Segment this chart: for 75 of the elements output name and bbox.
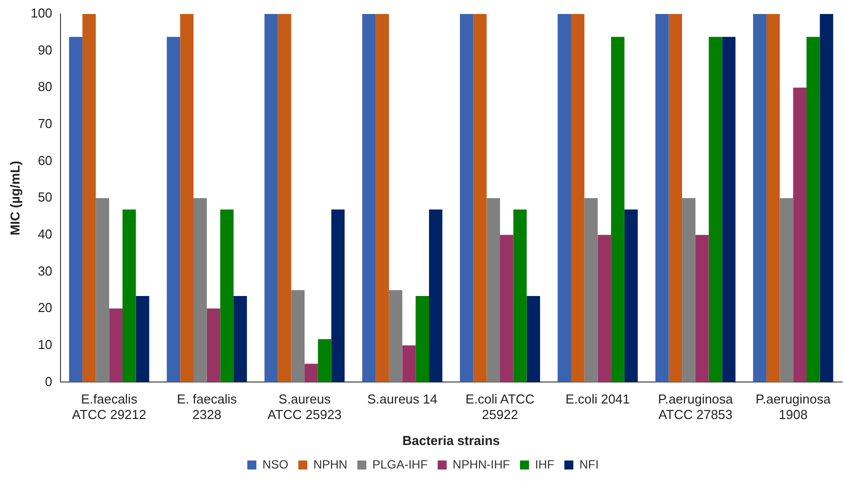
bar	[526, 296, 540, 382]
bar	[82, 14, 96, 382]
y-tick-label: 100	[30, 6, 52, 21]
bar	[234, 296, 247, 382]
bar	[96, 198, 110, 382]
bar	[655, 14, 669, 382]
bar	[584, 198, 598, 382]
x-tick-label: S.aureus ATCC 25923	[267, 392, 342, 422]
legend-label: NPHN-IHF	[452, 457, 510, 472]
legend-label: NFI	[579, 457, 599, 472]
bar	[122, 210, 136, 382]
bar	[695, 234, 709, 382]
y-tick-label: 90	[38, 42, 52, 58]
bar	[194, 198, 207, 382]
y-tick-label: 30	[38, 263, 52, 278]
bar	[722, 36, 736, 382]
y-tick-label: 10	[38, 336, 52, 352]
bar	[460, 14, 474, 382]
bar	[318, 339, 332, 382]
bar	[278, 14, 292, 382]
legend-label: NSO	[262, 457, 288, 472]
x-tick-label: E. faecalis 2328	[176, 392, 238, 422]
y-tick-label: 70	[38, 116, 52, 132]
bar	[376, 14, 389, 382]
x-tick-label: S.aureus 14	[367, 392, 438, 407]
y-tick-label: 80	[38, 79, 52, 94]
bar	[820, 14, 834, 382]
bar	[264, 14, 278, 382]
bar	[291, 290, 305, 382]
bar	[69, 36, 82, 382]
bar	[402, 345, 416, 382]
bar	[388, 290, 402, 382]
y-tick-label: 60	[38, 152, 52, 168]
y-tick-label: 40	[38, 226, 52, 242]
bar	[806, 36, 820, 382]
bar	[793, 88, 806, 382]
y-tick-label: 50	[38, 190, 52, 205]
y-tick-label: 0	[45, 374, 52, 389]
bar	[766, 14, 780, 382]
bar	[598, 234, 612, 382]
bar	[180, 14, 194, 382]
bar	[109, 308, 122, 382]
x-tick-label: E.coli 2041	[566, 392, 630, 407]
bar	[331, 210, 345, 382]
bar	[220, 210, 234, 382]
bar	[428, 210, 442, 382]
bar	[780, 198, 794, 382]
bar	[486, 198, 500, 382]
bar	[611, 36, 624, 382]
bar	[513, 210, 527, 382]
bar	[136, 296, 150, 382]
legend-label: NPHN	[313, 457, 348, 472]
bar	[558, 14, 572, 382]
bar	[473, 14, 487, 382]
legend-label: PLGA-IHF	[372, 457, 428, 472]
bar	[668, 14, 682, 382]
bar	[753, 14, 766, 382]
bar	[571, 14, 584, 382]
y-axis-title: MIC (µg/mL)	[7, 160, 22, 236]
x-tick-label: E.coli ATCC 25922	[465, 392, 535, 422]
x-tick-label: E.faecalis ATCC 29212	[72, 392, 146, 422]
bar	[708, 36, 722, 382]
bar	[624, 210, 638, 382]
bar	[206, 308, 220, 382]
bar	[500, 234, 514, 382]
bar	[682, 198, 696, 382]
x-tick-label: P.aeruginosa 1908	[756, 392, 832, 422]
x-tick-label: P.aeruginosa ATCC 27853	[658, 392, 734, 422]
bar	[362, 14, 376, 382]
x-axis-title: Bacteria strains	[402, 432, 500, 448]
y-tick-label: 20	[38, 300, 52, 316]
bar	[304, 364, 318, 382]
bar	[416, 296, 429, 382]
legend-label: IHF	[535, 457, 554, 472]
bar	[166, 36, 180, 382]
